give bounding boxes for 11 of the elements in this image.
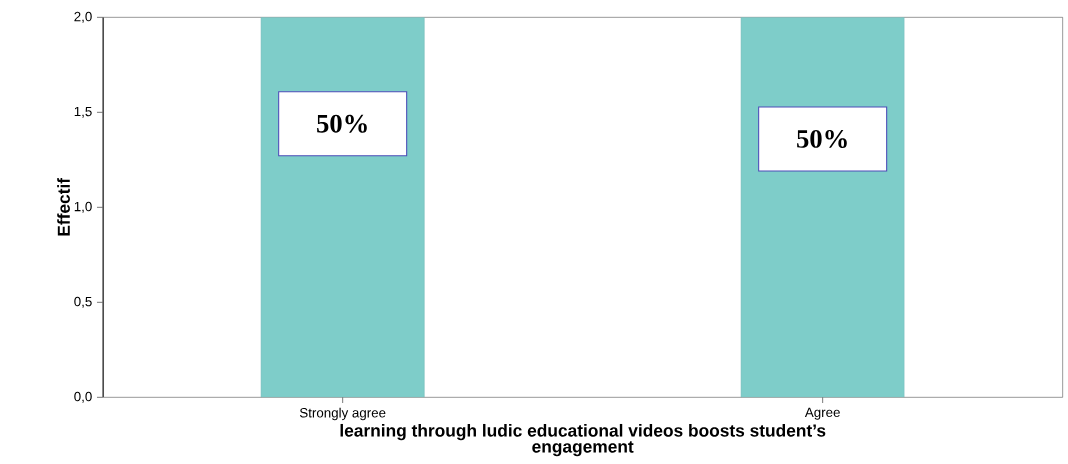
x-tick-label: Strongly agree [299, 407, 386, 421]
y-tick-label: 1,5 [74, 106, 92, 118]
x-tick-label: Agree [804, 407, 840, 420]
y-axis-title: Effectif [57, 177, 70, 236]
x-axis-title: learning through ludic educational videos boosts student’s engagement [340, 423, 826, 457]
y-tick-label: 0,5 [74, 296, 92, 308]
annotation: 50% [317, 114, 367, 133]
annotation: 50% [797, 129, 847, 148]
y-tick-label: 2,0 [74, 11, 92, 23]
y-tick-label: 0,0 [74, 391, 92, 403]
y-tick-label: 1,0 [74, 201, 92, 213]
